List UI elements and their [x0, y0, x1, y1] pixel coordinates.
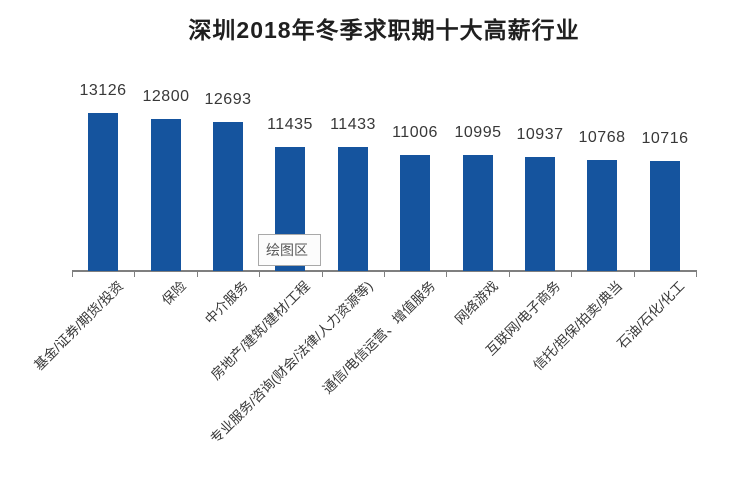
bar-1[interactable]	[88, 113, 118, 271]
axis-tick	[634, 270, 635, 277]
axis-tick	[197, 270, 198, 277]
axis-tick	[134, 270, 135, 277]
axis-tick	[509, 270, 510, 277]
bar-value-label: 11006	[392, 124, 438, 141]
category-label: 石油/石化/化工	[614, 278, 688, 352]
axis-tick	[384, 270, 385, 277]
bar-9[interactable]	[587, 160, 617, 271]
bar-value-label: 11435	[267, 116, 313, 133]
chart-title: 深圳2018年冬季求职期十大高薪行业	[188, 17, 580, 43]
bar-7[interactable]	[463, 155, 493, 271]
category-label: 保险	[159, 278, 189, 308]
bar-value-label: 12693	[204, 91, 252, 108]
bar-2[interactable]	[151, 119, 181, 271]
axis-tick	[696, 270, 697, 277]
category-label: 中介服务	[202, 278, 251, 328]
bar-value-label: 11433	[330, 116, 376, 133]
bar-10[interactable]	[650, 161, 680, 271]
plot-area-tooltip: 绘图区	[258, 234, 321, 266]
category-label: 基金/证券/期货/投资	[30, 278, 126, 374]
axis-tick	[259, 270, 260, 277]
axis-tick	[72, 270, 73, 277]
bar-value-label: 12800	[142, 88, 190, 105]
bar-6[interactable]	[400, 155, 430, 271]
category-label: 通信/电信运营、增值服务	[319, 278, 438, 397]
bar-5[interactable]	[338, 147, 368, 271]
axis-tick	[322, 270, 323, 277]
plot-area-tooltip-label: 绘图区	[266, 242, 308, 258]
bar-value-label: 10768	[578, 129, 626, 146]
bar-value-label: 10937	[516, 126, 564, 143]
bar-value-label: 13126	[79, 82, 127, 99]
bar-value-label: 10716	[641, 130, 689, 147]
bar-3[interactable]	[213, 122, 243, 271]
axis-tick	[571, 270, 572, 277]
bar-value-label: 10995	[454, 124, 502, 141]
axis-tick	[446, 270, 447, 277]
category-label: 网络游戏	[452, 278, 501, 328]
bar-8[interactable]	[525, 157, 555, 271]
